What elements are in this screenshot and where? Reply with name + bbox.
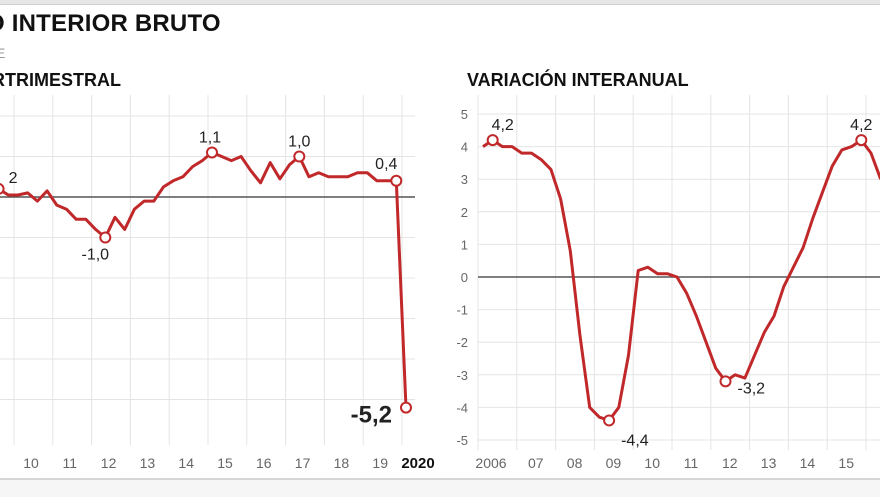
data-label: -3,2 <box>738 380 766 397</box>
x-tick-label: 16 <box>256 455 272 471</box>
y-tick-label: 2 <box>461 205 468 220</box>
x-tick-label: 12 <box>101 455 117 471</box>
data-label: 2 <box>9 170 18 187</box>
highlight-marker <box>721 376 731 386</box>
footer-bar <box>0 478 880 497</box>
x-tick-label: 13 <box>761 455 777 471</box>
data-label: 4,2 <box>492 117 514 134</box>
x-tick-label: 15 <box>838 455 854 471</box>
x-tick-label: 08 <box>567 455 583 471</box>
highlight-marker <box>488 135 498 145</box>
x-tick-label: 17 <box>295 455 311 471</box>
highlight-marker <box>604 415 614 425</box>
x-tick-label: 2020 <box>401 455 434 472</box>
x-tick-label: 14 <box>800 455 816 471</box>
x-tick-label: 19 <box>372 455 388 471</box>
data-label: -1,0 <box>82 247 110 264</box>
x-tick-label: 18 <box>334 455 350 471</box>
y-tick-label: 4 <box>461 140 468 155</box>
data-label: -4,4 <box>621 432 649 449</box>
x-tick-label: 10 <box>23 455 39 471</box>
highlight-marker <box>0 184 4 194</box>
data-label: 1,0 <box>288 134 310 151</box>
data-label: -5,2 <box>351 402 392 429</box>
y-tick-label: 1 <box>461 237 468 252</box>
y-tick-label: -3 <box>456 368 468 383</box>
series-line <box>483 140 880 420</box>
x-tick-label: 09 <box>606 455 622 471</box>
x-tick-label: 10 <box>644 455 660 471</box>
y-tick-label: -1 <box>456 303 468 318</box>
x-tick-label: 2006 <box>475 455 506 471</box>
highlight-marker <box>401 403 411 413</box>
y-tick-label: 3 <box>461 172 468 187</box>
y-tick-label: 5 <box>461 107 468 122</box>
highlight-marker <box>207 147 217 157</box>
y-tick-label: -2 <box>456 335 468 350</box>
x-tick-label: 13 <box>140 455 156 471</box>
x-tick-label: 07 <box>528 455 544 471</box>
highlight-marker <box>856 135 866 145</box>
x-tick-label: 12 <box>722 455 738 471</box>
data-label: 0,4 <box>375 156 397 173</box>
series-line <box>0 152 406 407</box>
y-tick-label: -4 <box>456 400 468 415</box>
x-tick-label: 11 <box>684 455 699 471</box>
y-tick-label: 0 <box>461 270 468 285</box>
y-tick-label: -5 <box>456 433 468 448</box>
x-tick-label: 11 <box>63 455 78 471</box>
data-label: 4,2 <box>850 117 872 134</box>
data-label: 1,1 <box>199 129 221 146</box>
highlight-marker <box>100 233 110 243</box>
highlight-marker <box>294 152 304 162</box>
x-tick-label: 15 <box>217 455 233 471</box>
x-tick-label: 14 <box>178 455 194 471</box>
highlight-marker <box>391 176 401 186</box>
